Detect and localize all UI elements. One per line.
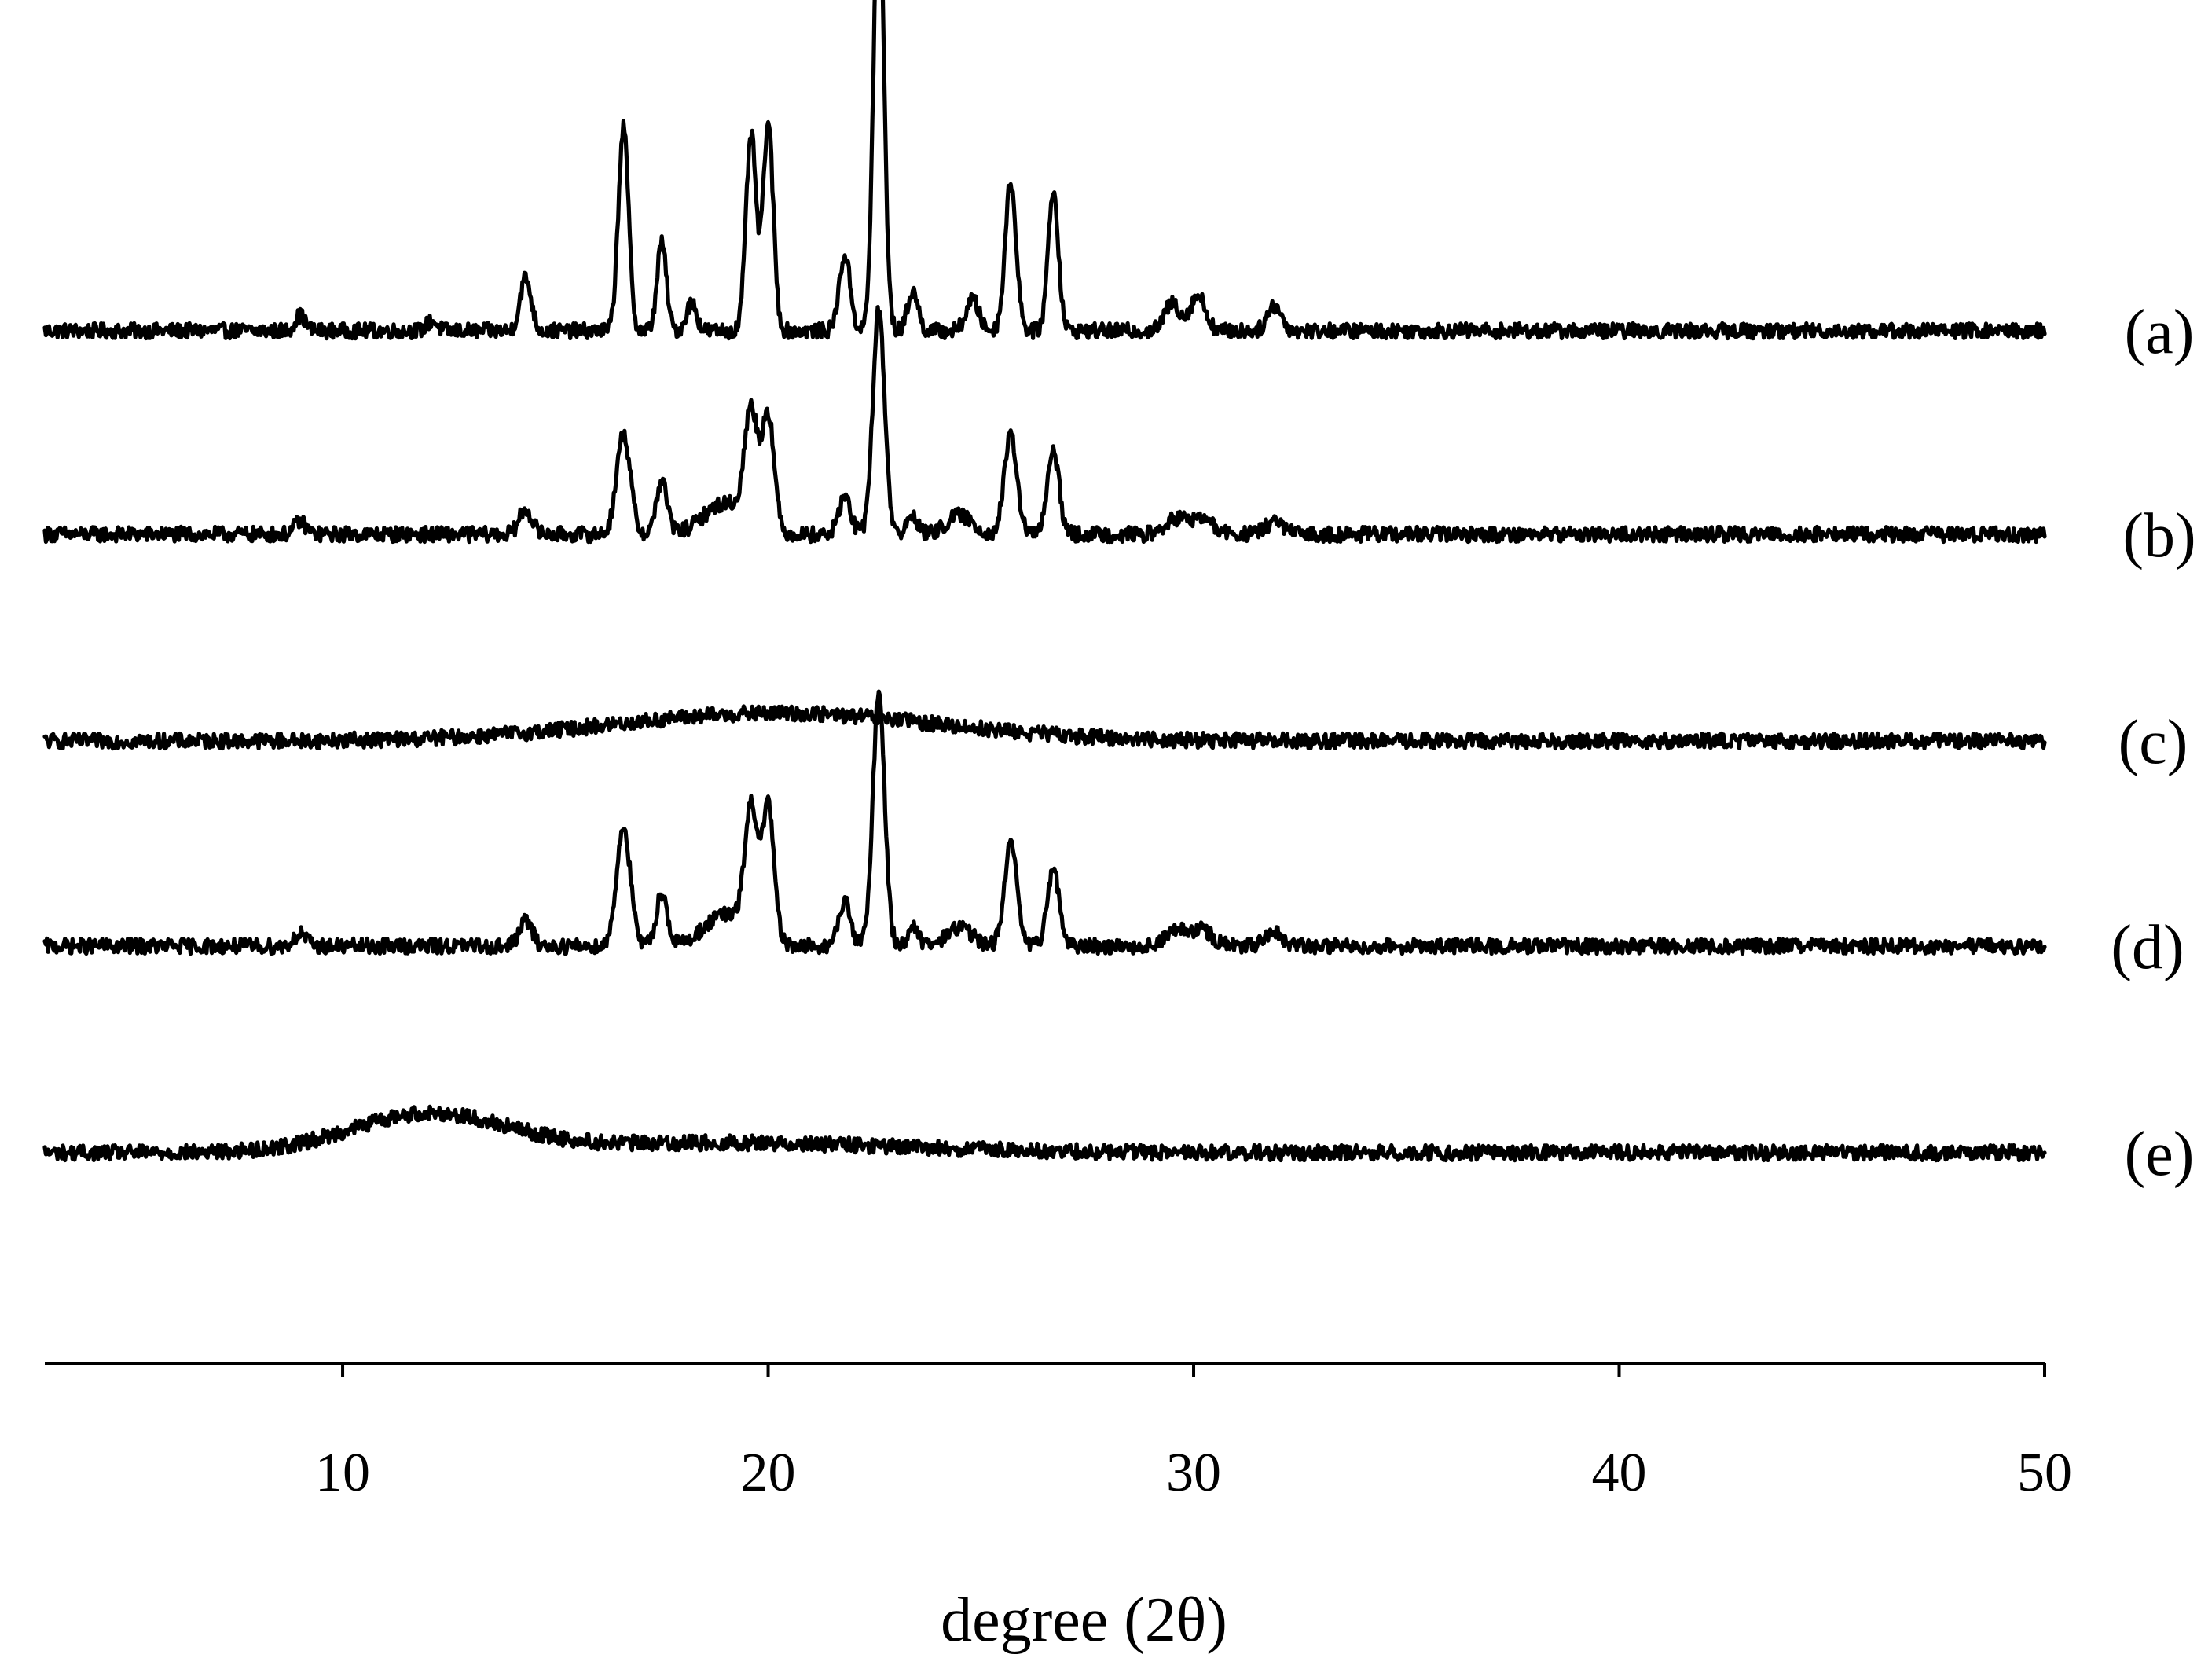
x-tick-label-40: 40	[1592, 1443, 1647, 1503]
x-ticks-group: 10 20 30 40 50	[315, 1363, 2072, 1503]
trace-b	[42, 305, 2047, 545]
trace-label-c: (c)	[2118, 708, 2188, 777]
trace-c	[42, 704, 2047, 751]
trace-e	[42, 1104, 2047, 1163]
x-tick-label-10: 10	[315, 1443, 370, 1503]
x-tick-label-20: 20	[741, 1443, 796, 1503]
x-axis-title: degree (2θ)	[941, 1586, 1227, 1655]
trace-label-a: (a)	[2125, 298, 2195, 367]
trace-label-d: (d)	[2111, 913, 2184, 982]
trace-label-b: (b)	[2122, 501, 2195, 570]
trace-a	[42, 0, 2047, 341]
x-tick-label-30: 30	[1166, 1443, 1221, 1503]
x-tick-label-50: 50	[2017, 1443, 2072, 1503]
trace-labels-group: (a) (b) (c) (d) (e)	[2111, 298, 2195, 1189]
traces-group	[42, 0, 2047, 1163]
trace-d	[42, 689, 2047, 956]
trace-label-e: (e)	[2125, 1120, 2195, 1189]
